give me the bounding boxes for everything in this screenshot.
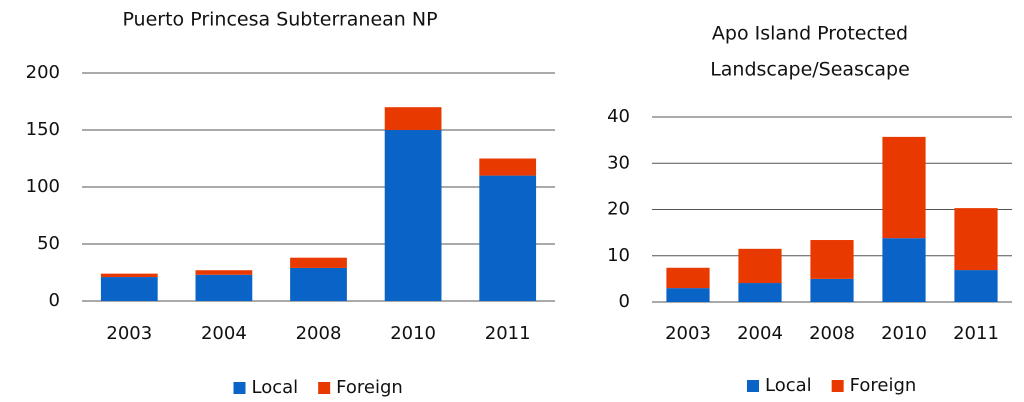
y-tick-label: 50 bbox=[37, 233, 60, 254]
bar-segment bbox=[810, 240, 854, 279]
y-tick-label: 20 bbox=[607, 199, 630, 220]
y-tick-label: 0 bbox=[49, 290, 60, 311]
bar-segment bbox=[479, 175, 537, 301]
chart-title: Landscape/Seascape bbox=[710, 59, 910, 81]
chart-title: Puerto Princesa Subterranean NP bbox=[122, 9, 437, 31]
x-tick-label: 2003 bbox=[665, 323, 711, 344]
bar-segment bbox=[882, 136, 926, 239]
y-tick-label: 10 bbox=[607, 245, 630, 266]
y-tick-label: 0 bbox=[619, 291, 630, 312]
y-tick-label: 100 bbox=[26, 176, 60, 197]
bar-segment bbox=[954, 270, 998, 302]
bar-segment bbox=[195, 274, 253, 301]
legend-swatch bbox=[233, 382, 246, 394]
x-tick-label: 2011 bbox=[953, 323, 999, 344]
legend-label: Local bbox=[765, 375, 812, 396]
bar-segment bbox=[666, 267, 710, 289]
chart-title: Apo Island Protected bbox=[712, 23, 908, 45]
bar-segment bbox=[666, 288, 710, 302]
x-tick-label: 2008 bbox=[809, 323, 855, 344]
y-tick-label: 30 bbox=[607, 152, 630, 173]
legend-label: Foreign bbox=[850, 375, 917, 396]
bar-segment bbox=[100, 273, 158, 278]
bar-segment bbox=[479, 158, 537, 176]
y-tick-label: 40 bbox=[607, 106, 630, 127]
bar-segment bbox=[882, 238, 926, 302]
x-tick-label: 2003 bbox=[106, 323, 152, 344]
y-tick-label: 200 bbox=[26, 62, 60, 83]
x-tick-label: 2004 bbox=[201, 323, 247, 344]
x-tick-label: 2010 bbox=[881, 323, 927, 344]
legend-swatch bbox=[318, 382, 331, 394]
bar-segment bbox=[738, 283, 782, 302]
x-tick-label: 2008 bbox=[296, 323, 342, 344]
bar-segment bbox=[290, 257, 347, 268]
bar-segment bbox=[384, 130, 442, 301]
x-tick-label: 2010 bbox=[390, 323, 436, 344]
legend-label: Foreign bbox=[336, 377, 403, 398]
bar-segment bbox=[738, 248, 782, 284]
bar-segment bbox=[384, 107, 442, 130]
bar-segment bbox=[100, 277, 158, 301]
bar-segment bbox=[290, 267, 347, 301]
bar-segment bbox=[954, 208, 998, 271]
legend-swatch bbox=[747, 380, 759, 392]
legend-label: Local bbox=[252, 377, 299, 398]
x-tick-label: 2004 bbox=[737, 323, 783, 344]
bar-segment bbox=[195, 270, 253, 275]
y-tick-label: 150 bbox=[26, 119, 60, 140]
legend-swatch bbox=[831, 380, 844, 392]
x-tick-label: 2011 bbox=[485, 323, 531, 344]
bar-segment bbox=[810, 278, 854, 302]
